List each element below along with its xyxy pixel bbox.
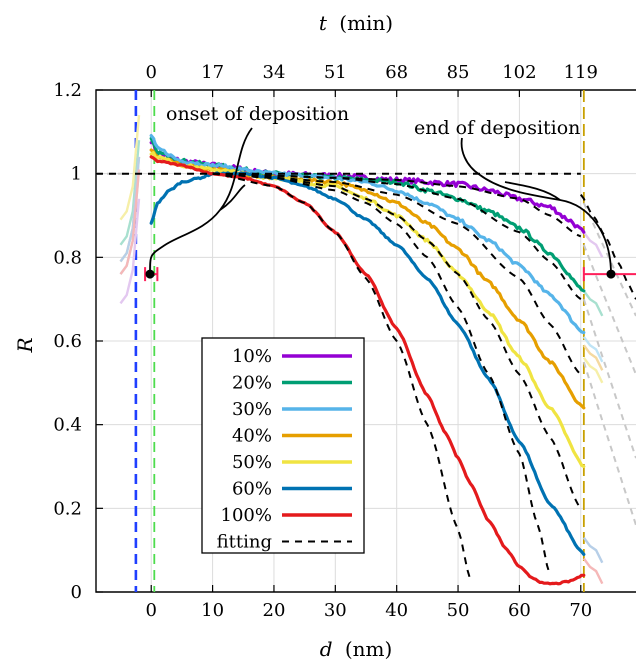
end-brace [460, 137, 612, 275]
fitting-curve-4 [212, 172, 582, 509]
x-tick-label-1: 10 [201, 600, 224, 621]
fitting-curve-1 [212, 172, 582, 238]
top-axis-title: t (min) [319, 11, 393, 35]
x-tick-label-5: 50 [447, 600, 470, 621]
top-tick-label-3: 51 [324, 62, 347, 83]
legend-box [201, 337, 365, 554]
top-tick-label-0: 0 [146, 62, 157, 83]
top-tick-label-5: 85 [447, 62, 470, 83]
top-tick-label-7: 119 [564, 62, 598, 83]
pre-onset-trace-1 [119, 140, 141, 246]
annotations: onset of deposition end of deposition [145, 103, 616, 279]
top-axis-unit: (min) [339, 11, 393, 35]
top-tick-label-2: 34 [263, 62, 286, 83]
top-tick-label-6: 102 [502, 62, 536, 83]
y-tick-label-0: 0 [71, 582, 82, 603]
fitting-curve-2 [212, 172, 582, 300]
y-tick-label-3: 0.6 [53, 331, 82, 352]
onset-dot [145, 269, 155, 279]
extrapolation-dashed-1 [582, 244, 636, 375]
post-end-trace-4 [582, 356, 604, 384]
legend-label-7: fitting [217, 532, 272, 553]
post-end-trace-5 [582, 536, 604, 564]
ticks: 0 10 20 30 40 50 60 70 0 0.2 0.4 0.6 0.8 1 1.2 0 17 34 51 6… [53, 62, 598, 621]
extrapolation-dashed-0 [582, 202, 636, 317]
annotation-end: end of deposition [414, 117, 580, 139]
fitting-curve-5 [212, 172, 552, 576]
top-axis-label: t [319, 11, 328, 35]
x-tick-label-2: 20 [263, 600, 286, 621]
extrapolation-dashed-2 [582, 298, 636, 459]
legend-label-0: 10% [232, 346, 272, 367]
x-tick-label-0: 0 [146, 600, 157, 621]
fitting-curve-6 [212, 172, 472, 580]
x-tick-label-7: 70 [569, 600, 592, 621]
pre-onset-trace-4 [119, 114, 141, 221]
plot-area: 0 10 20 30 40 50 60 70 0 0.2 0.4 0.6 0.8 1 1.2 0 17 34 51 6… [53, 62, 636, 621]
top-tick-label-1: 17 [201, 62, 224, 83]
x-axis-title: d (nm) [320, 637, 393, 661]
legend: 10% 20% 30% 40% 50% 60% 100% fitting [201, 337, 365, 554]
fitting-curves [96, 172, 636, 580]
post-end-trace-3 [582, 344, 604, 371]
fitting-curve-3 [212, 172, 582, 376]
legend-label-3: 40% [232, 426, 272, 447]
x-tick-label-3: 30 [324, 600, 347, 621]
faint-extensions [96, 114, 636, 585]
end-dot [606, 269, 616, 279]
y-tick-label-1: 0.2 [53, 498, 82, 519]
legend-label-1: 20% [232, 373, 272, 394]
post-end-trace-2 [582, 336, 604, 363]
annotation-onset: onset of deposition [166, 103, 349, 125]
series-line-100pct [149, 155, 586, 586]
x-tick-label-4: 40 [385, 600, 408, 621]
pre-onset-trace-0 [119, 198, 141, 305]
legend-label-4: 50% [232, 452, 272, 473]
x-axis-label: d [320, 637, 333, 661]
legend-label-5: 60% [232, 479, 272, 500]
x-tick-label-6: 60 [508, 600, 531, 621]
y-axis-label: R [13, 337, 37, 353]
series-line-30pct [149, 134, 586, 335]
y-tick-label-5: 1 [71, 164, 82, 185]
pre-onset-trace-6 [119, 169, 141, 275]
extrapolation-dashed-3 [582, 361, 636, 526]
fitting-curve-7 [579, 194, 636, 300]
x-axis-unit: (nm) [345, 637, 392, 661]
post-end-trace-0 [582, 231, 604, 258]
y-tick-label-2: 0.4 [53, 415, 82, 436]
data-series [149, 134, 586, 586]
post-end-trace-1 [582, 290, 604, 317]
y-tick-label-6: 1.2 [53, 80, 82, 101]
legend-label-6: 100% [221, 505, 272, 526]
top-tick-label-4: 68 [385, 62, 408, 83]
series-line-50pct [149, 151, 586, 469]
onset-brace [149, 127, 253, 275]
y-tick-label-4: 0.8 [53, 247, 82, 268]
legend-label-2: 30% [232, 399, 272, 420]
post-end-trace-6 [582, 557, 604, 585]
